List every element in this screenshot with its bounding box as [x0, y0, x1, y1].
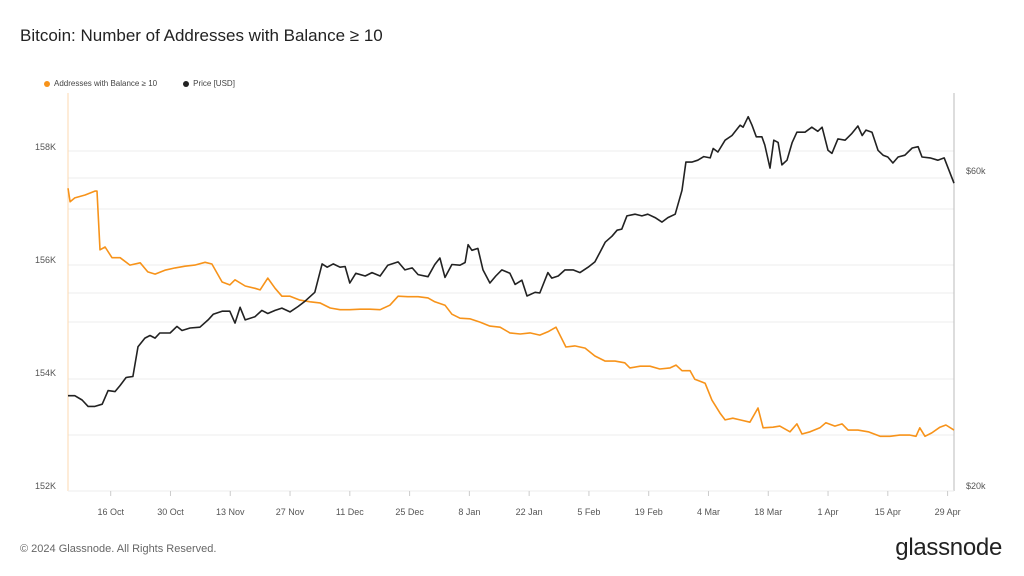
x-axis-tick-label: 13 Nov	[216, 507, 245, 517]
x-axis-tick-label: 11 Dec	[336, 507, 364, 517]
x-axis-tick-label: 5 Feb	[577, 507, 600, 517]
legend-label-addresses: Addresses with Balance ≥ 10	[54, 79, 158, 88]
legend-item-price[interactable]: Price [USD]	[183, 79, 235, 88]
x-axis-tick-label: 18 Mar	[754, 507, 782, 517]
left-axis-tick-label: 154K	[35, 368, 56, 378]
right-axis-tick-label: $20k	[966, 481, 986, 491]
addresses-series-line	[67, 188, 955, 438]
x-axis-tick-label: 1 Apr	[818, 507, 839, 517]
x-axis-tick-label: 16 Oct	[97, 507, 124, 517]
legend-label-price: Price [USD]	[193, 79, 235, 88]
left-axis-tick-label: 152K	[35, 481, 56, 491]
x-axis-tick-label: 25 Dec	[395, 507, 424, 517]
x-axis-tick-label: 15 Apr	[875, 507, 901, 517]
x-axis-tick-label: 27 Nov	[276, 507, 305, 517]
right-axis-tick-label: $60k	[966, 166, 986, 176]
x-axis-tick-label: 22 Jan	[516, 507, 543, 517]
x-axis-tick-label: 19 Feb	[635, 507, 663, 517]
copyright: © 2024 Glassnode. All Rights Reserved.	[20, 543, 217, 555]
left-axis-tick-label: 158K	[35, 142, 56, 152]
x-axis-tick-label: 8 Jan	[458, 507, 480, 517]
x-axis-tick-label: 29 Apr	[935, 507, 961, 517]
chart-title: Bitcoin: Number of Addresses with Balanc…	[20, 26, 383, 45]
legend-dot-addresses	[44, 80, 50, 87]
legend: Addresses with Balance ≥ 10 Price [USD]	[44, 79, 235, 88]
price-series-line	[68, 115, 955, 408]
x-axis-tick-label: 4 Mar	[697, 507, 720, 517]
x-axis-tick-label: 30 Oct	[157, 507, 184, 517]
left-axis-tick-label: 156K	[35, 255, 56, 265]
legend-item-addresses[interactable]: Addresses with Balance ≥ 10	[44, 79, 157, 88]
glassnode-logo: glassnode	[895, 534, 1002, 561]
legend-dot-price	[183, 80, 190, 87]
